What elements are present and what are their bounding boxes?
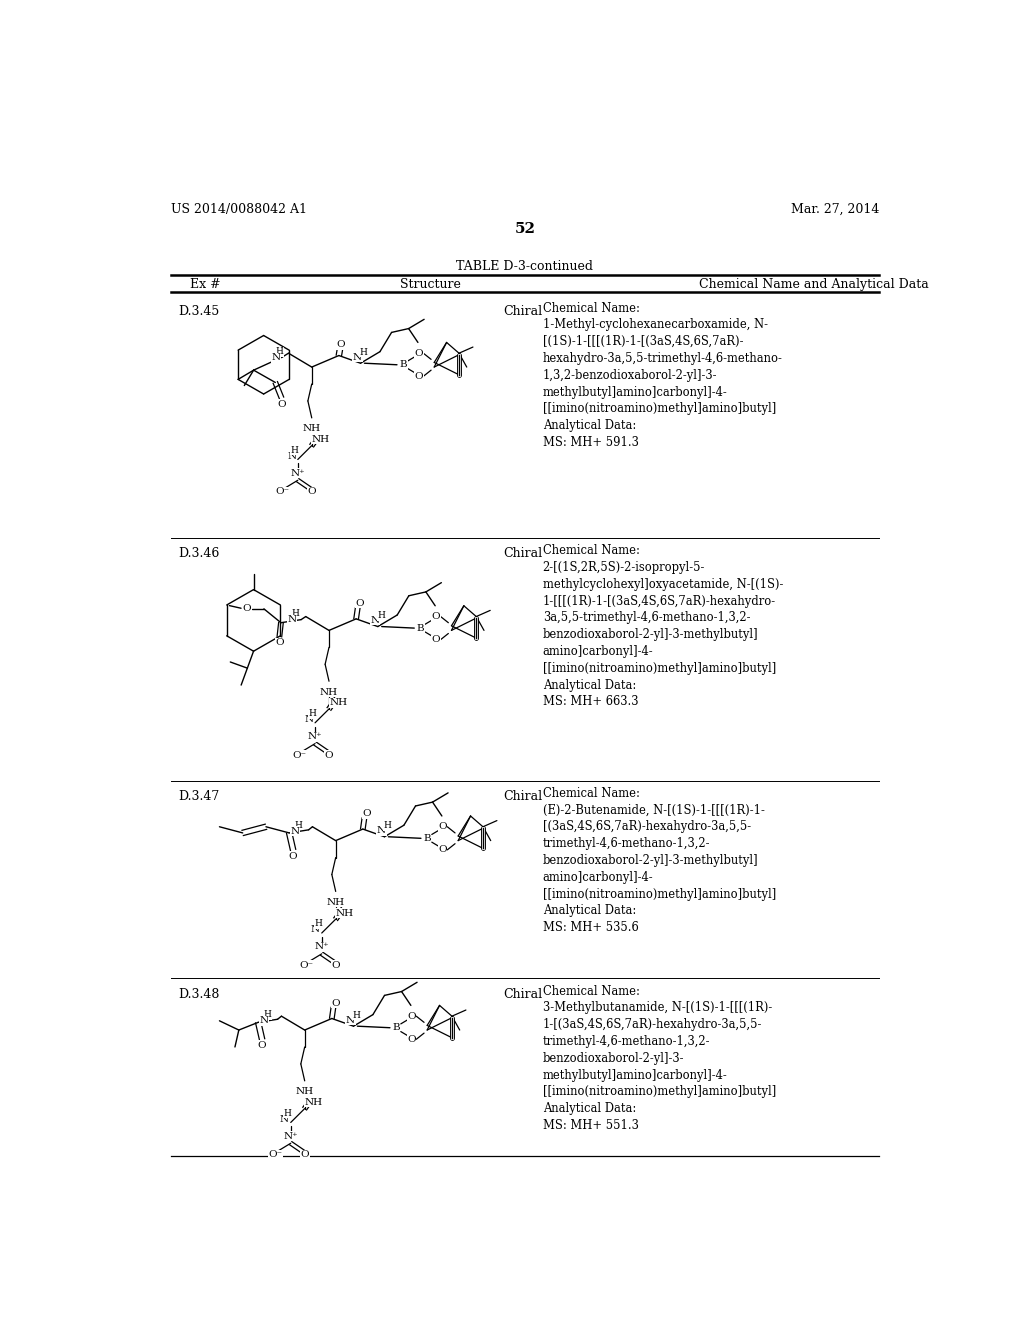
Text: B: B: [392, 1023, 400, 1032]
Text: NH: NH: [305, 1098, 323, 1107]
Text: N: N: [287, 451, 296, 461]
Text: NH: NH: [336, 908, 354, 917]
Text: B: B: [399, 360, 407, 370]
Text: D.3.45: D.3.45: [178, 305, 219, 318]
Text: O⁻: O⁻: [299, 961, 313, 970]
Text: O: O: [300, 1150, 309, 1159]
Text: 52: 52: [514, 222, 536, 235]
Text: H: H: [295, 821, 302, 830]
Text: O: O: [415, 372, 423, 380]
Text: O: O: [332, 961, 340, 970]
Text: D.3.48: D.3.48: [178, 987, 220, 1001]
Text: NH: NH: [312, 436, 330, 444]
Text: O⁻: O⁻: [268, 1150, 283, 1159]
Text: H: H: [263, 1010, 271, 1019]
Text: N: N: [377, 826, 386, 836]
Text: O: O: [432, 635, 440, 644]
Text: N: N: [311, 925, 321, 935]
Text: Chiral: Chiral: [504, 987, 543, 1001]
Text: Chiral: Chiral: [504, 305, 543, 318]
Text: H: H: [275, 347, 283, 356]
Text: H: H: [384, 821, 391, 830]
Text: NH: NH: [327, 898, 345, 907]
Text: N: N: [288, 615, 296, 624]
Text: N: N: [353, 352, 362, 362]
Text: H: H: [291, 609, 299, 618]
Text: Chemical Name:
(E)-2-Butenamide, N-[(1S)-1-[[[(1R)-1-
[(3aS,4S,6S,7aR)-hexahydro: Chemical Name: (E)-2-Butenamide, N-[(1S)…: [543, 787, 776, 935]
Text: N: N: [260, 1016, 269, 1026]
Text: O: O: [278, 400, 286, 408]
Text: N: N: [304, 715, 313, 725]
Text: H: H: [377, 611, 385, 620]
Text: Ex #: Ex #: [190, 277, 220, 290]
Text: O⁻: O⁻: [275, 487, 290, 496]
Text: US 2014/0088042 A1: US 2014/0088042 A1: [171, 203, 306, 216]
Text: Mar. 27, 2014: Mar. 27, 2014: [792, 203, 880, 216]
Text: O: O: [258, 1041, 266, 1049]
Text: N: N: [346, 1015, 355, 1024]
Text: Chemical Name:
2-[(1S,2R,5S)-2-isopropyl-5-
methylcyclohexyl]oxyacetamide, N-[(1: Chemical Name: 2-[(1S,2R,5S)-2-isopropyl…: [543, 544, 783, 709]
Text: N: N: [271, 354, 281, 362]
Text: Chiral: Chiral: [504, 789, 543, 803]
Text: O: O: [307, 487, 316, 496]
Text: H: H: [359, 348, 368, 356]
Text: O: O: [332, 999, 340, 1007]
Text: H: H: [284, 1109, 292, 1118]
Text: O: O: [336, 341, 345, 350]
Text: TABLE D-3-continued: TABLE D-3-continued: [457, 260, 593, 273]
Text: Chemical Name:
1-Methyl-cyclohexanecarboxamide, N-
[(1S)-1-[[[(1R)-1-[(3aS,4S,6S: Chemical Name: 1-Methyl-cyclohexanecarbo…: [543, 302, 782, 449]
Text: O: O: [415, 348, 423, 358]
Text: N⁺: N⁺: [314, 942, 329, 952]
Text: O: O: [275, 639, 284, 647]
Text: O: O: [438, 822, 446, 832]
Text: Chemical Name:
3-Methylbutanamide, N-[(1S)-1-[[[(1R)-
1-[(3aS,4S,6S,7aR)-hexahyd: Chemical Name: 3-Methylbutanamide, N-[(1…: [543, 985, 776, 1133]
Text: B: B: [423, 834, 431, 842]
Text: NH: NH: [303, 424, 321, 433]
Text: O: O: [362, 809, 371, 818]
Text: O: O: [289, 851, 297, 861]
Text: N⁺: N⁺: [284, 1131, 298, 1140]
Text: N: N: [370, 616, 379, 624]
Text: O: O: [438, 845, 446, 854]
Text: N: N: [291, 826, 300, 836]
Text: D.3.46: D.3.46: [178, 548, 220, 560]
Text: N⁺: N⁺: [308, 733, 323, 741]
Text: O: O: [408, 1035, 416, 1044]
Text: Chemical Name and Analytical Data: Chemical Name and Analytical Data: [699, 277, 929, 290]
Text: O: O: [243, 605, 251, 614]
Text: O: O: [355, 599, 365, 609]
Text: N⁺: N⁺: [291, 469, 305, 478]
Text: N: N: [280, 1115, 289, 1123]
Text: H: H: [291, 446, 299, 454]
Text: O: O: [408, 1011, 416, 1020]
Text: NH: NH: [319, 688, 338, 697]
Text: NH: NH: [296, 1088, 313, 1096]
Text: H: H: [308, 709, 315, 718]
Text: O: O: [432, 612, 440, 620]
Text: H: H: [314, 919, 323, 928]
Text: NH: NH: [330, 698, 347, 708]
Text: Chiral: Chiral: [504, 548, 543, 560]
Text: D.3.47: D.3.47: [178, 789, 219, 803]
Text: Structure: Structure: [399, 277, 461, 290]
Text: B: B: [417, 623, 424, 632]
Text: O: O: [325, 751, 334, 759]
Text: H: H: [352, 1011, 360, 1020]
Text: O⁻: O⁻: [293, 751, 306, 759]
